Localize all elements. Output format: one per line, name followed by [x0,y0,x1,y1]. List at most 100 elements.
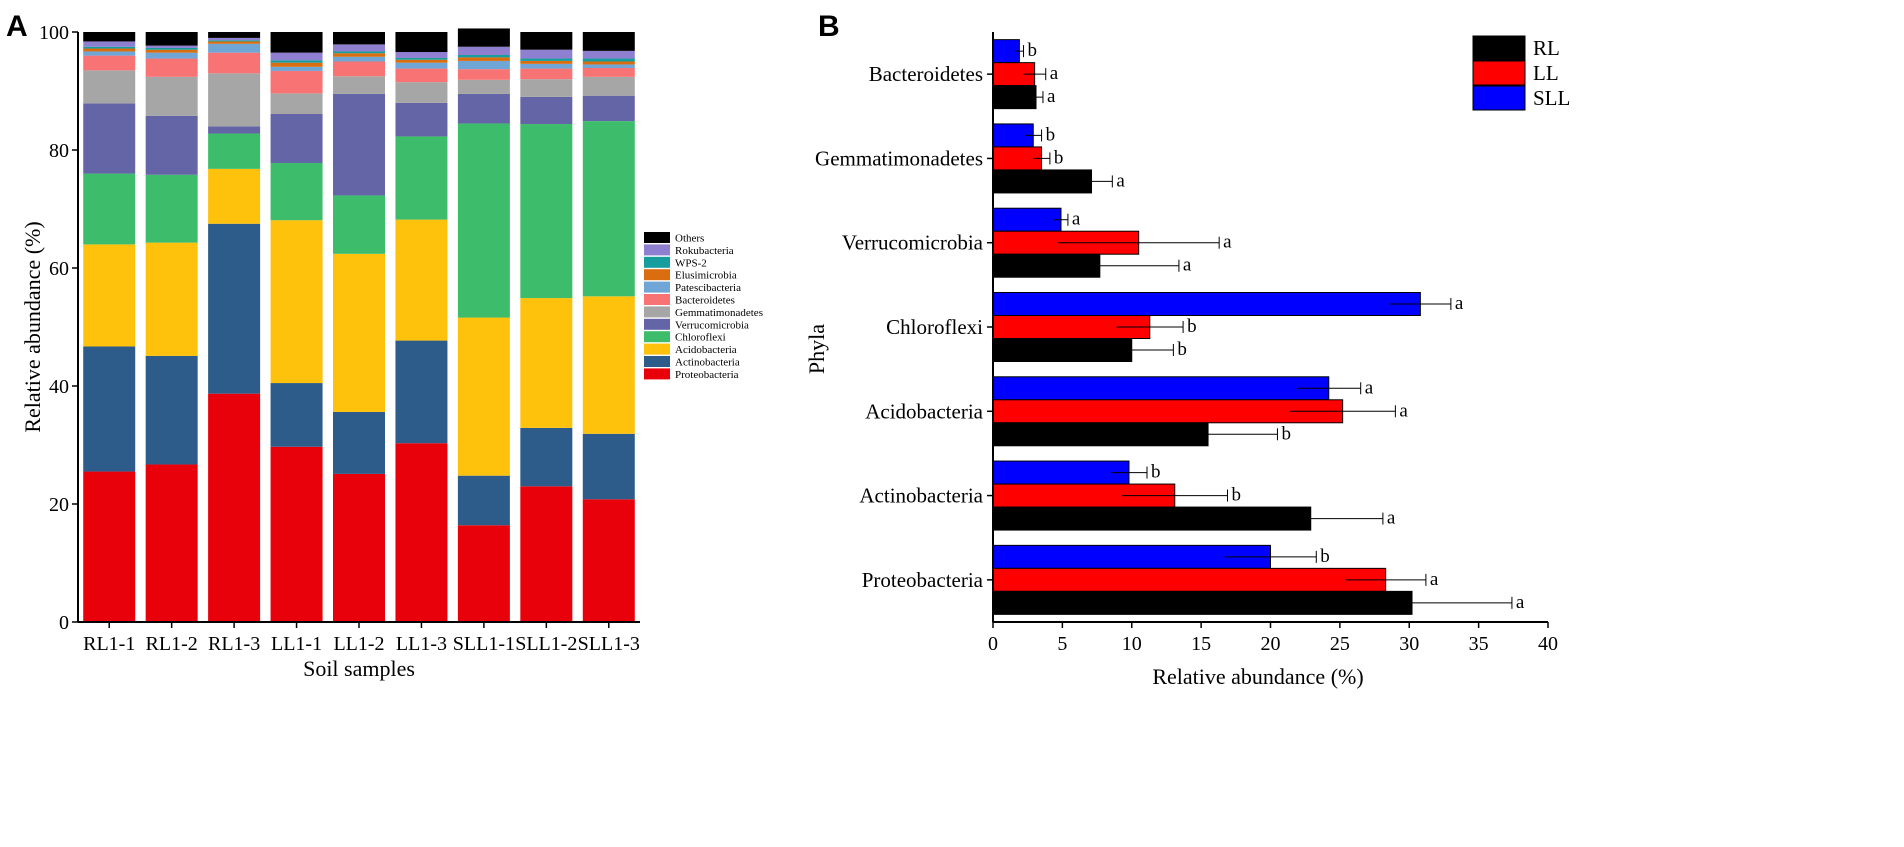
panel-letter-b: B [818,10,840,43]
y-tick-label-60: 60 [49,258,69,280]
x-tick-label-0: 0 [988,633,998,655]
bar-segment-chloroflexi-rl1-2 [145,174,198,243]
y-tick-label-gemmatimonadetes: Gemmatimonadetes [815,146,983,170]
legend-swatch-wps-2 [644,256,670,268]
sig-letter-sll-verrucomicrobia: a [1072,209,1081,230]
panel-b: BbaaBacteroidetesbbaGemmatimonadetesaaaV… [804,10,1570,689]
bar-segment-proteobacteria-sll1-2 [520,486,573,622]
bar-segment-wps-2-ll1-1 [270,60,323,63]
legend-label-proteobacteria: Proteobacteria [675,369,739,381]
y-tick-label-bacteroidetes: Bacteroidetes [869,62,983,86]
bar-segment-proteobacteria-ll1-3 [395,443,448,622]
legend-swatch-others [644,232,670,243]
legend-swatch-chloroflexi [644,331,670,343]
bar-segment-proteobacteria-sll1-3 [582,499,635,622]
x-tick-label-20: 20 [1261,633,1281,655]
bar-segment-verrucomicrobia-sll1-1 [457,93,510,124]
bar-segment-others-rl1-3 [208,32,261,38]
sig-letter-ll-chloroflexi: b [1187,316,1197,337]
sig-letter-rl-gemmatimonadetes: a [1116,170,1125,191]
bar-segment-others-ll1-1 [270,32,323,53]
bar-segment-wps-2-rl1-3 [208,40,261,42]
sig-letter-ll-proteobacteria: a [1430,569,1439,590]
bar-segment-gemmatimonadetes-sll1-3 [582,76,635,96]
bar-segment-verrucomicrobia-sll1-2 [520,96,573,125]
bar-segment-elusimicrobia-rl1-2 [145,49,198,53]
bar-sll-actinobacteria [992,460,1130,485]
bar-segment-patescibacteria-rl1-2 [145,52,198,59]
legend-swatch-actinobacteria [644,356,670,367]
y-tick-label-proteobacteria: Proteobacteria [862,568,984,592]
bar-segment-wps-2-sll1-2 [520,58,573,61]
bar-segment-elusimicrobia-ll1-2 [333,53,385,57]
legend-label-verrucomicrobia: Verrucomicrobia [675,319,749,331]
bar-segment-proteobacteria-ll1-1 [270,446,323,622]
bar-segment-acidobacteria-ll1-3 [395,219,448,341]
bar-segment-proteobacteria-sll1-1 [457,525,510,622]
bar-segment-verrucomicrobia-ll1-2 [333,93,385,196]
sig-letter-sll-chloroflexi: a [1455,293,1464,314]
bar-segment-wps-2-sll1-1 [457,55,510,58]
legend-swatch-gemmatimonadetes [644,306,670,318]
sig-letter-ll-gemmatimonadetes: b [1054,147,1064,168]
x-tick-label-25: 25 [1330,633,1350,655]
bar-segment-patescibacteria-rl1-3 [208,43,261,53]
x-tick-label-sll1-2: SLL1-2 [515,633,577,655]
x-tick-label-sll1-3: SLL1-3 [578,633,640,655]
bar-segment-wps-2-rl1-1 [83,46,136,49]
x-tick-label-sll1-1: SLL1-1 [453,633,515,655]
bar-segment-others-ll1-3 [395,32,448,53]
legend-label-wps-2: WPS-2 [675,257,707,269]
bar-segment-verrucomicrobia-sll1-3 [582,95,635,122]
sig-letter-sll-acidobacteria: a [1365,377,1374,398]
bar-segment-actinobacteria-rl1-1 [83,346,136,472]
bar-segment-patescibacteria-sll1-1 [457,60,510,70]
x-axis-title: Relative abundance (%) [1152,664,1363,689]
sig-letter-sll-proteobacteria: b [1320,546,1330,567]
bar-segment-acidobacteria-sll1-2 [520,298,573,428]
x-tick-label-15: 15 [1191,633,1211,655]
bar-sll-chloroflexi [992,292,1421,316]
bar-segment-verrucomicrobia-rl1-1 [83,103,136,174]
legend-swatch-verrucomicrobia [644,318,670,330]
x-tick-label-35: 35 [1469,633,1489,655]
bar-segment-chloroflexi-sll1-1 [457,123,510,318]
bar-segment-acidobacteria-sll1-3 [582,296,635,434]
bar-segment-chloroflexi-rl1-3 [208,133,261,169]
sig-letter-rl-chloroflexi: b [1177,339,1187,360]
bar-segment-gemmatimonadetes-rl1-1 [83,70,136,104]
bar-segment-acidobacteria-rl1-1 [83,244,136,347]
y-tick-label-40: 40 [49,376,69,398]
x-axis-title: Soil samples [303,656,415,681]
x-tick-label-5: 5 [1057,633,1067,655]
legend-label-ll: LL [1533,61,1559,85]
bar-segment-acidobacteria-ll1-1 [270,220,323,384]
legend-swatch-acidobacteria [644,343,670,355]
bar-segment-patescibacteria-sll1-3 [582,64,635,68]
bar-segment-acidobacteria-ll1-2 [333,253,385,412]
bar-segment-bacteroidetes-ll1-2 [333,61,385,77]
bar-segment-wps-2-ll1-3 [395,57,448,60]
bar-segment-proteobacteria-rl1-2 [145,464,198,622]
bar-segment-bacteroidetes-rl1-3 [208,52,261,74]
bar-segment-actinobacteria-ll1-1 [270,383,323,447]
legend-label-gemmatimonadetes: Gemmatimonadetes [675,307,763,319]
bar-segment-gemmatimonadetes-ll1-1 [270,93,323,115]
legend-swatch-patescibacteria [644,281,670,293]
legend-swatch-bacteroidetes [644,294,670,305]
sig-letter-sll-gemmatimonadetes: b [1046,124,1056,145]
bar-segment-rokubacteria-rl1-1 [83,41,136,47]
y-tick-label-100: 100 [39,22,69,44]
bar-ll-proteobacteria [992,567,1387,592]
sig-letter-sll-actinobacteria: b [1151,462,1161,483]
x-tick-label-ll1-3: LL1-3 [396,633,447,655]
bar-sll-verrucomicrobia [992,207,1062,232]
legend-label-others: Others [675,233,704,245]
bar-segment-others-rl1-2 [145,32,198,46]
bar-segment-acidobacteria-sll1-1 [457,317,510,476]
bar-segment-actinobacteria-ll1-2 [333,411,385,474]
sig-letter-rl-actinobacteria: a [1387,508,1396,529]
bar-segment-rokubacteria-sll1-2 [520,49,573,59]
